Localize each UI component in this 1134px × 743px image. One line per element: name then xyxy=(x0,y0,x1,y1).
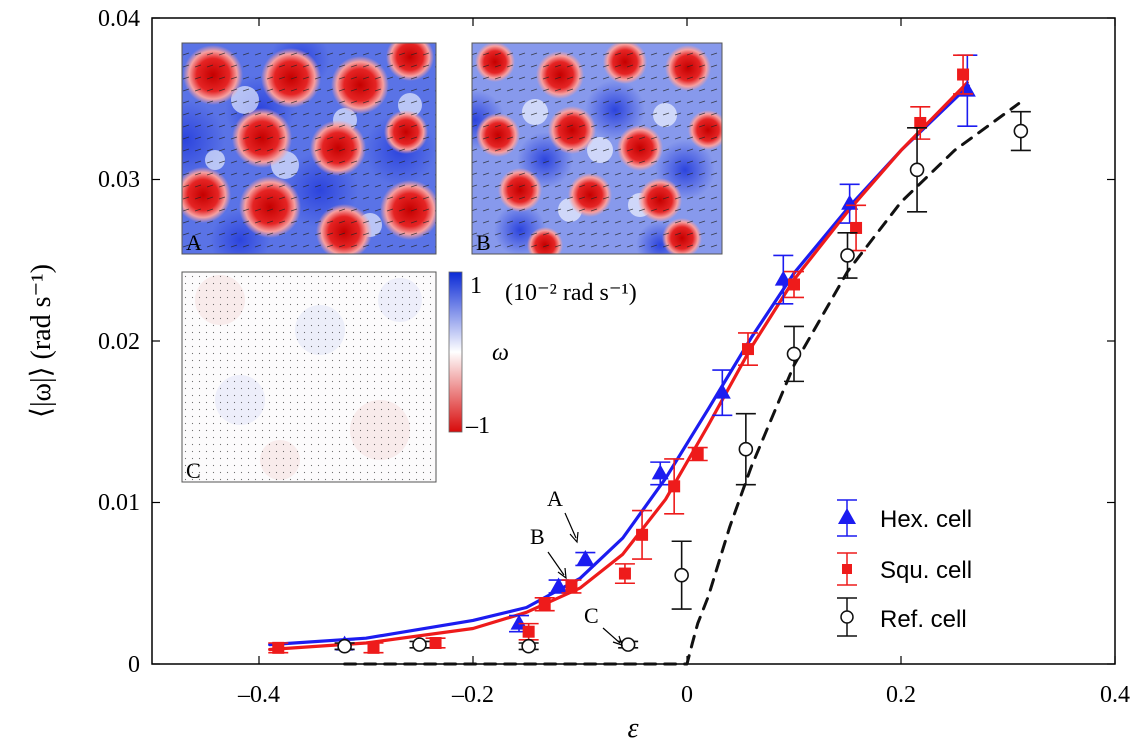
y-tick-label: 0 xyxy=(128,652,140,678)
data-point-ref-cell xyxy=(674,567,689,583)
inset-panel-b: B xyxy=(471,42,723,255)
inset-panel-a: A xyxy=(181,42,437,255)
y-tick-label: 0.01 xyxy=(98,490,140,516)
data-marks xyxy=(268,54,1031,654)
data-point-squ-cell xyxy=(668,480,681,493)
data-point-squ-cell xyxy=(636,528,649,541)
fit-curve-ref-cell xyxy=(343,102,1021,666)
y-tick-label: 0.03 xyxy=(98,167,140,193)
x-tick-label: 0 xyxy=(681,682,693,708)
axis-ticks xyxy=(152,17,1116,665)
inset-label-b: B xyxy=(476,230,491,255)
data-point-hex-cell xyxy=(576,550,594,566)
annotation-a-arrowhead xyxy=(569,531,579,544)
data-point-squ-cell xyxy=(618,567,631,580)
annotation-c: C xyxy=(584,603,599,628)
data-point-squ-cell xyxy=(741,343,754,356)
x-tick-label: 0.2 xyxy=(886,682,916,708)
data-point-hex-cell xyxy=(774,270,792,286)
data-point-squ-cell xyxy=(367,641,380,654)
annotation-b-arrowhead xyxy=(557,567,567,580)
legend-item-squ: Squ. cell xyxy=(837,552,972,586)
annotation-c-arrow xyxy=(602,627,621,644)
annotation-b-arrow xyxy=(547,551,565,576)
data-point-squ-cell xyxy=(788,278,800,291)
annotations: A B C xyxy=(530,486,623,646)
inset-label-a: A xyxy=(186,230,202,255)
colorbar-top-label: 1 xyxy=(470,273,482,299)
y-tick-label: 0.04 xyxy=(98,6,140,32)
y-tick-label: 0.02 xyxy=(98,329,140,355)
y-axis-label: ⟨|ω|⟩ (rad s⁻¹) xyxy=(26,264,57,418)
legend: Hex. cell Squ. cell Ref. cell xyxy=(837,499,972,637)
data-point-ref-cell xyxy=(1013,123,1029,139)
legend-label-hex: Hex. cell xyxy=(880,506,972,533)
data-point-ref-cell xyxy=(412,637,427,652)
inset-label-c: C xyxy=(186,458,201,483)
data-point-ref-cell xyxy=(786,346,802,362)
data-point-squ-cell xyxy=(272,641,285,654)
x-tick-label: –0.4 xyxy=(237,682,280,708)
data-point-ref-cell xyxy=(909,162,925,178)
data-point-squ-cell xyxy=(691,448,704,461)
legend-triangle-icon xyxy=(838,508,856,524)
data-point-squ-cell xyxy=(522,625,535,638)
tick-labels: –0.4 –0.2 0 0.2 0.4 0 0.01 0.02 0.03 0.0… xyxy=(98,6,1130,708)
data-point-hex-cell xyxy=(713,383,731,399)
data-point-squ-cell xyxy=(957,68,970,81)
inset-panel-c: C xyxy=(181,271,437,483)
data-point-hex-cell xyxy=(651,464,669,480)
data-point-squ-cell xyxy=(850,221,863,234)
legend-item-hex: Hex. cell xyxy=(837,499,972,537)
x-axis-label: ε xyxy=(627,713,638,743)
colorbar-units-label: (10⁻² rad s⁻¹) xyxy=(505,280,637,306)
colorbar: 1 (10⁻² rad s⁻¹) ω –1 xyxy=(448,271,637,439)
annotation-a-arrow xyxy=(564,512,577,539)
fit-curve-squ-cell xyxy=(268,80,969,652)
legend-label-ref: Ref. cell xyxy=(880,606,967,633)
data-point-squ-cell xyxy=(914,116,927,129)
x-tick-label: 0.4 xyxy=(1100,682,1130,708)
data-point-squ-cell xyxy=(429,637,442,650)
legend-square-icon xyxy=(842,564,852,574)
data-point-ref-cell xyxy=(521,638,536,654)
data-point-hex-cell xyxy=(550,577,568,593)
legend-label-squ: Squ. cell xyxy=(880,557,972,584)
legend-item-ref: Ref. cell xyxy=(837,597,967,637)
data-point-squ-cell xyxy=(538,598,551,611)
colorbar-symbol-label: ω xyxy=(492,340,509,366)
annotation-c-arrowhead xyxy=(612,635,623,646)
annotation-b: B xyxy=(530,524,545,549)
data-point-ref-cell xyxy=(840,248,855,263)
legend-circle-icon xyxy=(840,610,854,624)
data-point-ref-cell xyxy=(337,638,352,654)
data-point-ref-cell xyxy=(620,637,636,652)
x-tick-label: –0.2 xyxy=(451,682,494,708)
colorbar-bottom-label: –1 xyxy=(465,413,490,439)
data-point-squ-cell xyxy=(565,580,578,593)
data-point-ref-cell xyxy=(738,441,754,457)
annotation-a: A xyxy=(547,486,563,511)
